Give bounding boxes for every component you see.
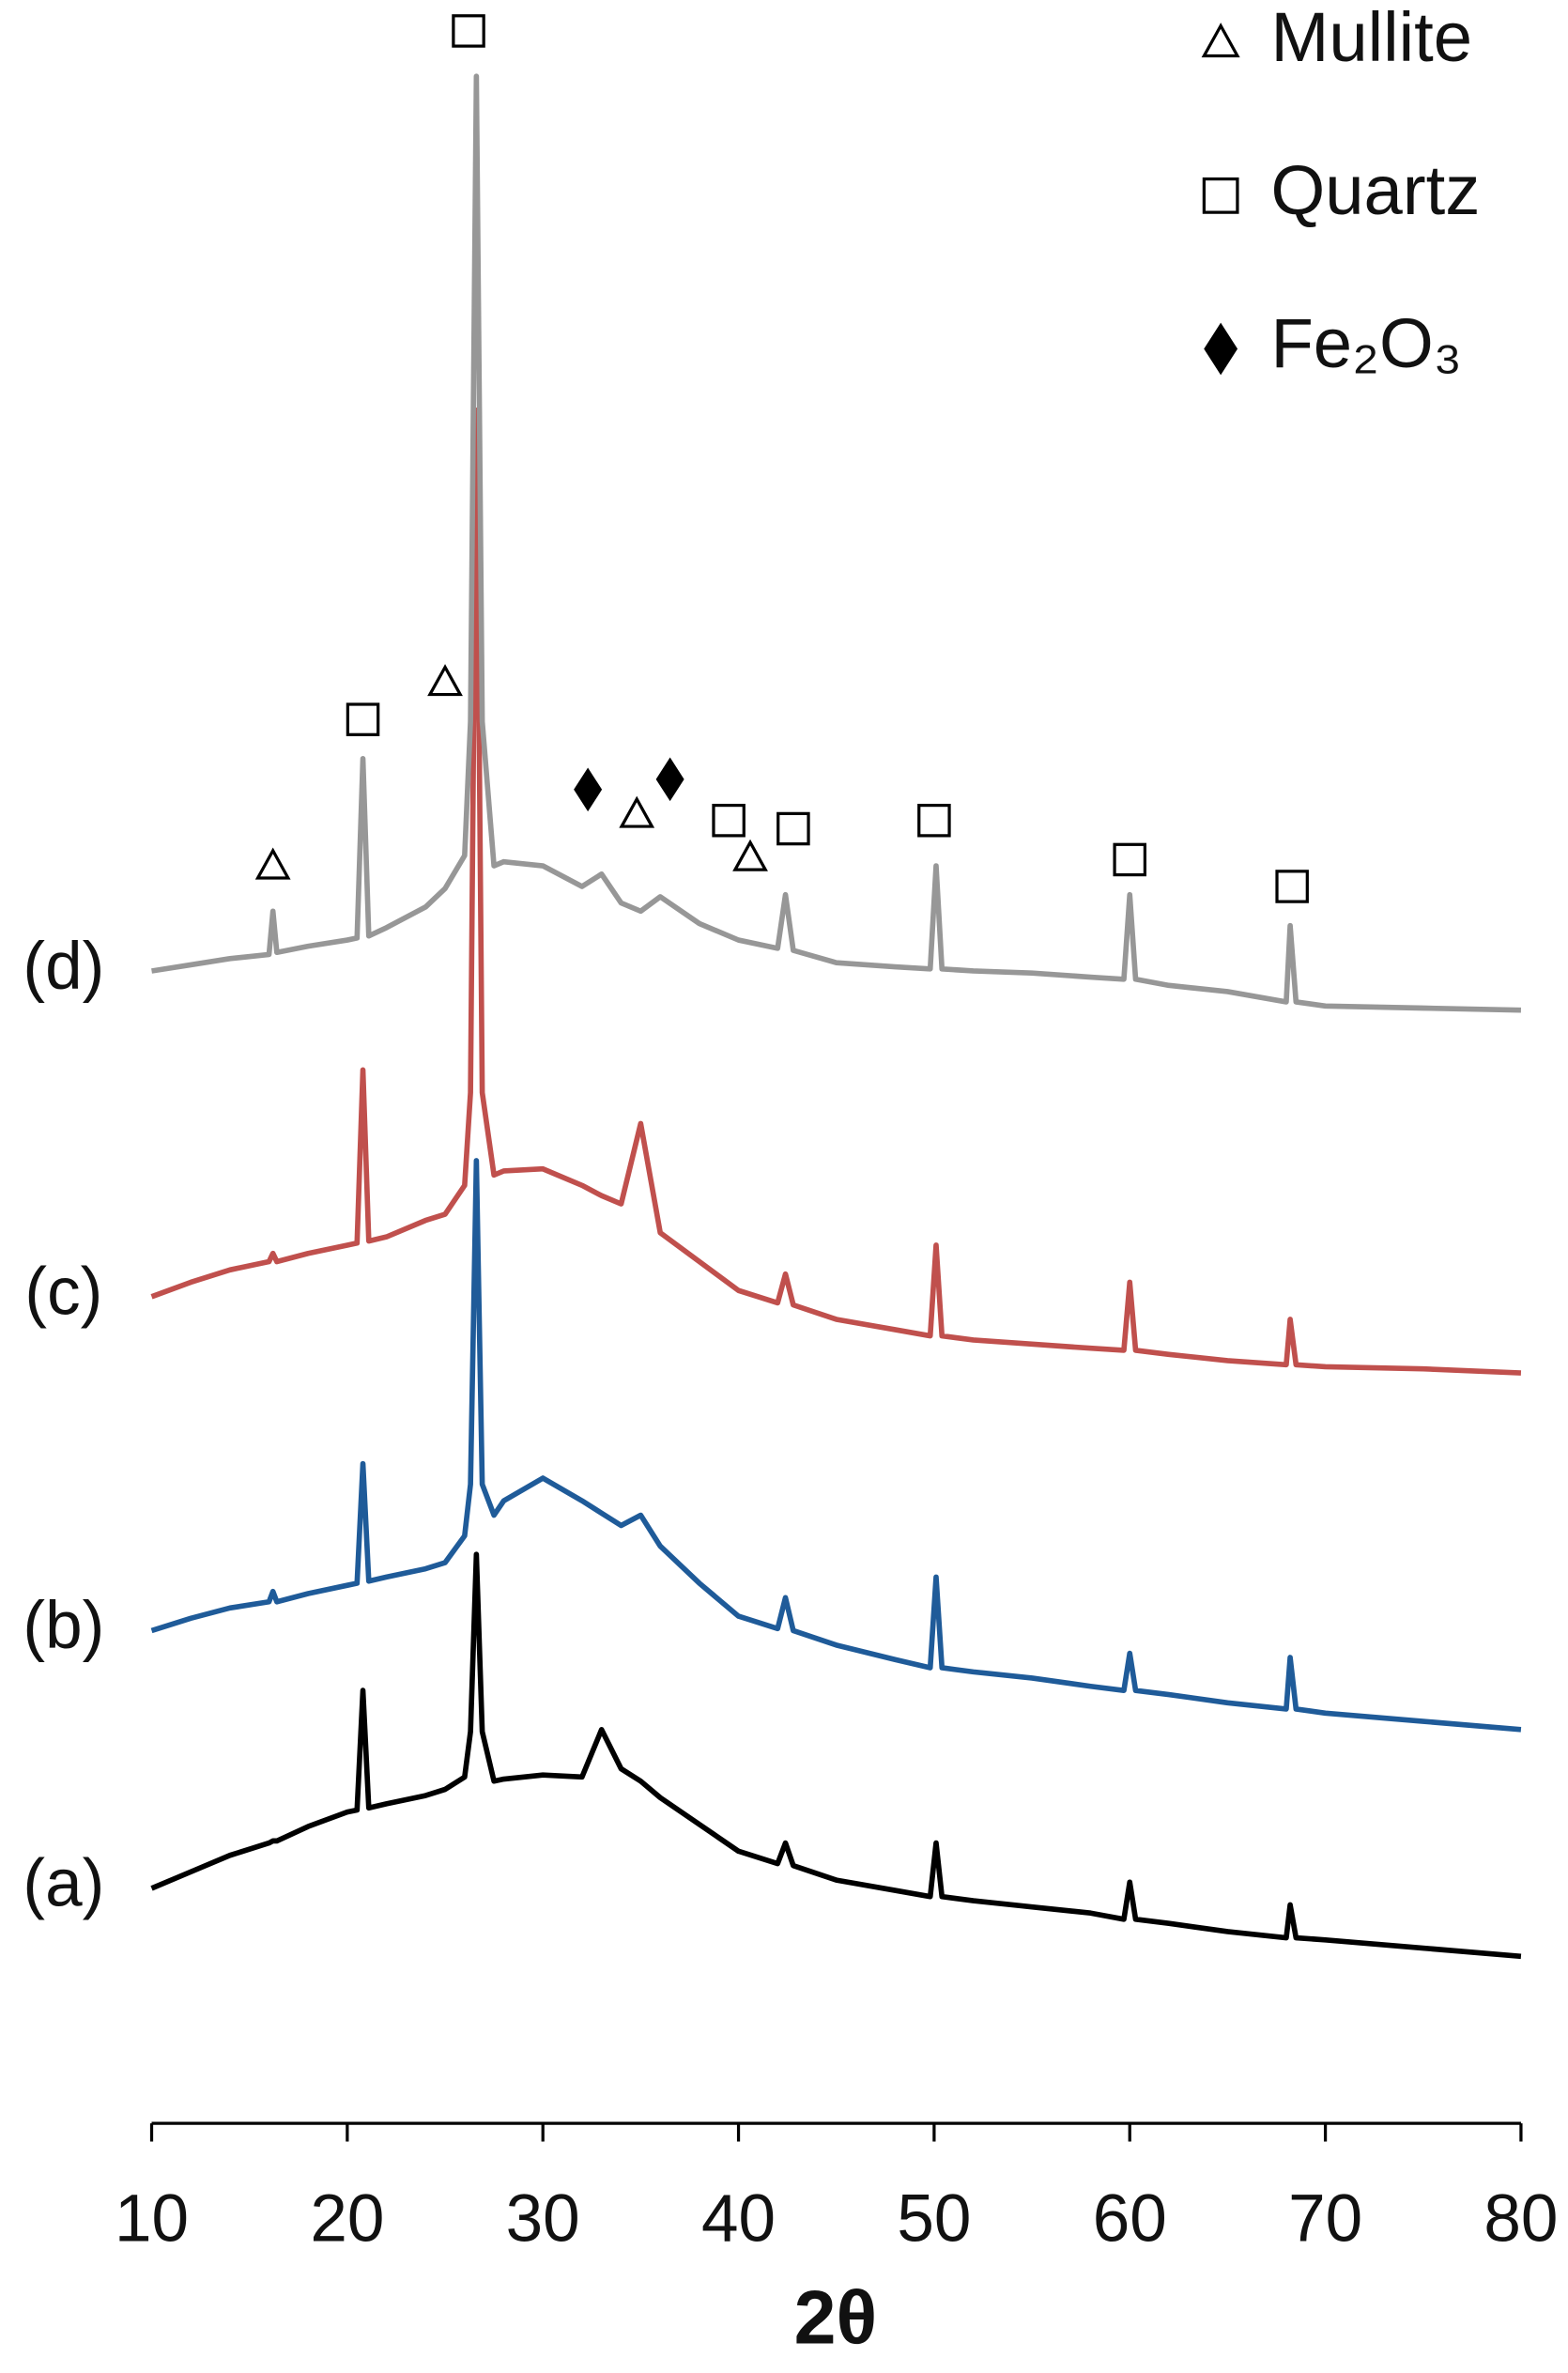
series-line [150, 1158, 1522, 1733]
series-line [150, 1551, 1522, 1960]
x-tick-label: 30 [506, 2182, 580, 2257]
x-tick-label: 20 [310, 2182, 384, 2257]
peak-marker [574, 767, 603, 812]
peak-marker [655, 757, 684, 802]
peak-marker [427, 664, 463, 697]
series-line [151, 73, 1521, 1013]
peak-marker [712, 803, 746, 838]
peak-marker [732, 839, 768, 871]
legend-symbol [1204, 322, 1238, 376]
series-label: (c) [24, 1256, 102, 1330]
legend-label: Quartz [1270, 151, 1480, 229]
series-label: (d) [23, 930, 104, 1004]
x-tick-label: 10 [115, 2182, 189, 2257]
peak-marker [452, 14, 485, 48]
peak-marker [254, 847, 291, 880]
legend-label: Mullite [1270, 0, 1472, 76]
peak-marker [776, 811, 810, 846]
peak-marker [346, 702, 380, 736]
legend-label: Fe₂O₃ [1270, 304, 1462, 382]
series-label: (b) [23, 1589, 104, 1663]
series-line [150, 408, 1522, 1376]
series-label: (a) [23, 1847, 104, 1921]
legend-symbol [1202, 177, 1239, 214]
x-axis-label: 2θ [794, 2276, 878, 2361]
legend-symbol [1201, 23, 1240, 58]
peak-marker [1113, 842, 1147, 877]
peak-marker [619, 795, 655, 828]
x-tick-label: 60 [1093, 2182, 1167, 2257]
peak-marker [917, 803, 951, 838]
x-tick-label: 40 [701, 2182, 776, 2257]
x-tick-label: 70 [1288, 2182, 1362, 2257]
x-tick-label: 80 [1483, 2182, 1558, 2257]
peak-marker [1275, 870, 1309, 903]
x-tick-label: 50 [897, 2182, 971, 2257]
